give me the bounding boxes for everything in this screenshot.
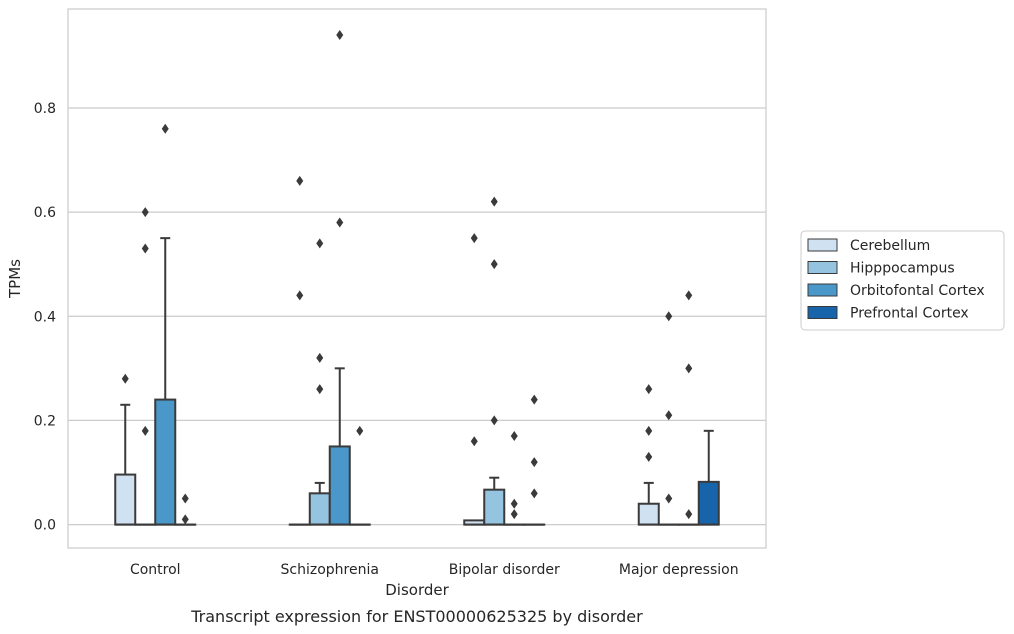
outlier-point bbox=[665, 493, 673, 504]
box bbox=[308, 492, 331, 526]
outlier-point bbox=[510, 498, 518, 509]
outlier-point bbox=[296, 175, 304, 186]
box-1-3 bbox=[348, 425, 371, 526]
box bbox=[483, 488, 506, 526]
box bbox=[154, 398, 177, 526]
outlier-point bbox=[645, 425, 653, 436]
box-0-1 bbox=[134, 207, 157, 526]
outlier-point bbox=[141, 243, 149, 254]
outlier-point bbox=[336, 30, 344, 41]
box-3-0 bbox=[637, 384, 660, 526]
y-tick-label: 0.4 bbox=[34, 309, 56, 325]
x-tick-label: Schizophrenia bbox=[281, 562, 379, 578]
outlier-point bbox=[181, 493, 189, 504]
legend-label: Prefrontal Cortex bbox=[850, 306, 969, 322]
outlier-point bbox=[530, 488, 538, 499]
outlier-point bbox=[316, 384, 324, 395]
outlier-point bbox=[510, 431, 518, 442]
box-3-2 bbox=[677, 290, 700, 526]
outlier-point bbox=[336, 217, 344, 228]
outlier-point bbox=[665, 410, 673, 421]
y-tick-label: 0.0 bbox=[34, 518, 56, 534]
outlier-point bbox=[490, 196, 498, 207]
legend-label: Cerebellum bbox=[850, 238, 930, 254]
legend-swatch bbox=[807, 238, 838, 252]
outlier-point bbox=[181, 514, 189, 525]
box bbox=[697, 480, 720, 526]
legend-swatch bbox=[807, 283, 838, 297]
box-2-1 bbox=[483, 196, 506, 526]
x-tick-label: Control bbox=[130, 562, 181, 578]
box bbox=[328, 445, 351, 526]
box-3-1 bbox=[657, 311, 680, 526]
box-2-2 bbox=[503, 431, 526, 526]
y-tick-label: 0.8 bbox=[34, 101, 56, 117]
outlier-point bbox=[141, 207, 149, 218]
legend-label: Orbitofontal Cortex bbox=[850, 283, 985, 299]
outlier-point bbox=[141, 425, 149, 436]
box-2-0 bbox=[463, 233, 486, 526]
box-0-0 bbox=[114, 373, 137, 526]
outlier-point bbox=[685, 363, 693, 374]
outlier-point bbox=[470, 436, 478, 447]
chart-caption: Transcript expression for ENST0000062532… bbox=[190, 607, 643, 626]
plot-area bbox=[114, 30, 720, 526]
outlier-point bbox=[665, 311, 673, 322]
outlier-point bbox=[510, 509, 518, 520]
outlier-point bbox=[530, 457, 538, 468]
legend-swatch bbox=[807, 306, 838, 319]
outlier-point bbox=[296, 290, 304, 301]
box-0-3 bbox=[174, 493, 197, 526]
outlier-point bbox=[645, 384, 653, 395]
box-1-0 bbox=[288, 175, 311, 526]
box bbox=[637, 502, 660, 526]
x-tick-labels: Control Schizophrenia Bipolar disorder Majo… bbox=[130, 562, 739, 578]
box-0-2 bbox=[154, 123, 177, 526]
outlier-point bbox=[316, 238, 324, 249]
plot-frame bbox=[67, 8, 767, 549]
x-tick-label: Major depression bbox=[619, 562, 739, 578]
y-tick-label: 0.6 bbox=[34, 205, 56, 221]
y-axis-title: TPMs bbox=[6, 259, 24, 299]
y-tick-labels: 0.0 0.2 0.4 0.6 0.8 bbox=[34, 101, 56, 534]
legend-frame bbox=[800, 230, 1005, 331]
legend: Cerebellum Hipppocampus Orbitofontal Corte… bbox=[800, 230, 1005, 331]
outlier-point bbox=[490, 415, 498, 426]
x-axis-title: Disorder bbox=[385, 581, 449, 599]
legend-swatch bbox=[807, 261, 838, 274]
outlier-point bbox=[685, 509, 693, 520]
legend-label: Hipppocampus bbox=[850, 261, 955, 277]
x-tick-label: Bipolar disorder bbox=[449, 562, 560, 578]
outlier-point bbox=[161, 123, 169, 134]
outlier-point bbox=[316, 352, 324, 363]
box-1-2 bbox=[328, 30, 351, 526]
outlier-point bbox=[685, 290, 693, 301]
outlier-point bbox=[490, 259, 498, 270]
outlier-point bbox=[645, 451, 653, 462]
outlier-point bbox=[470, 233, 478, 244]
outlier-point bbox=[530, 394, 538, 405]
box-2-3 bbox=[523, 394, 546, 526]
outlier-point bbox=[121, 373, 129, 384]
outlier-point bbox=[356, 425, 364, 436]
box-1-1 bbox=[308, 238, 331, 526]
y-tick-label: 0.2 bbox=[34, 413, 56, 429]
box bbox=[114, 473, 137, 526]
box-3-3 bbox=[697, 429, 720, 526]
